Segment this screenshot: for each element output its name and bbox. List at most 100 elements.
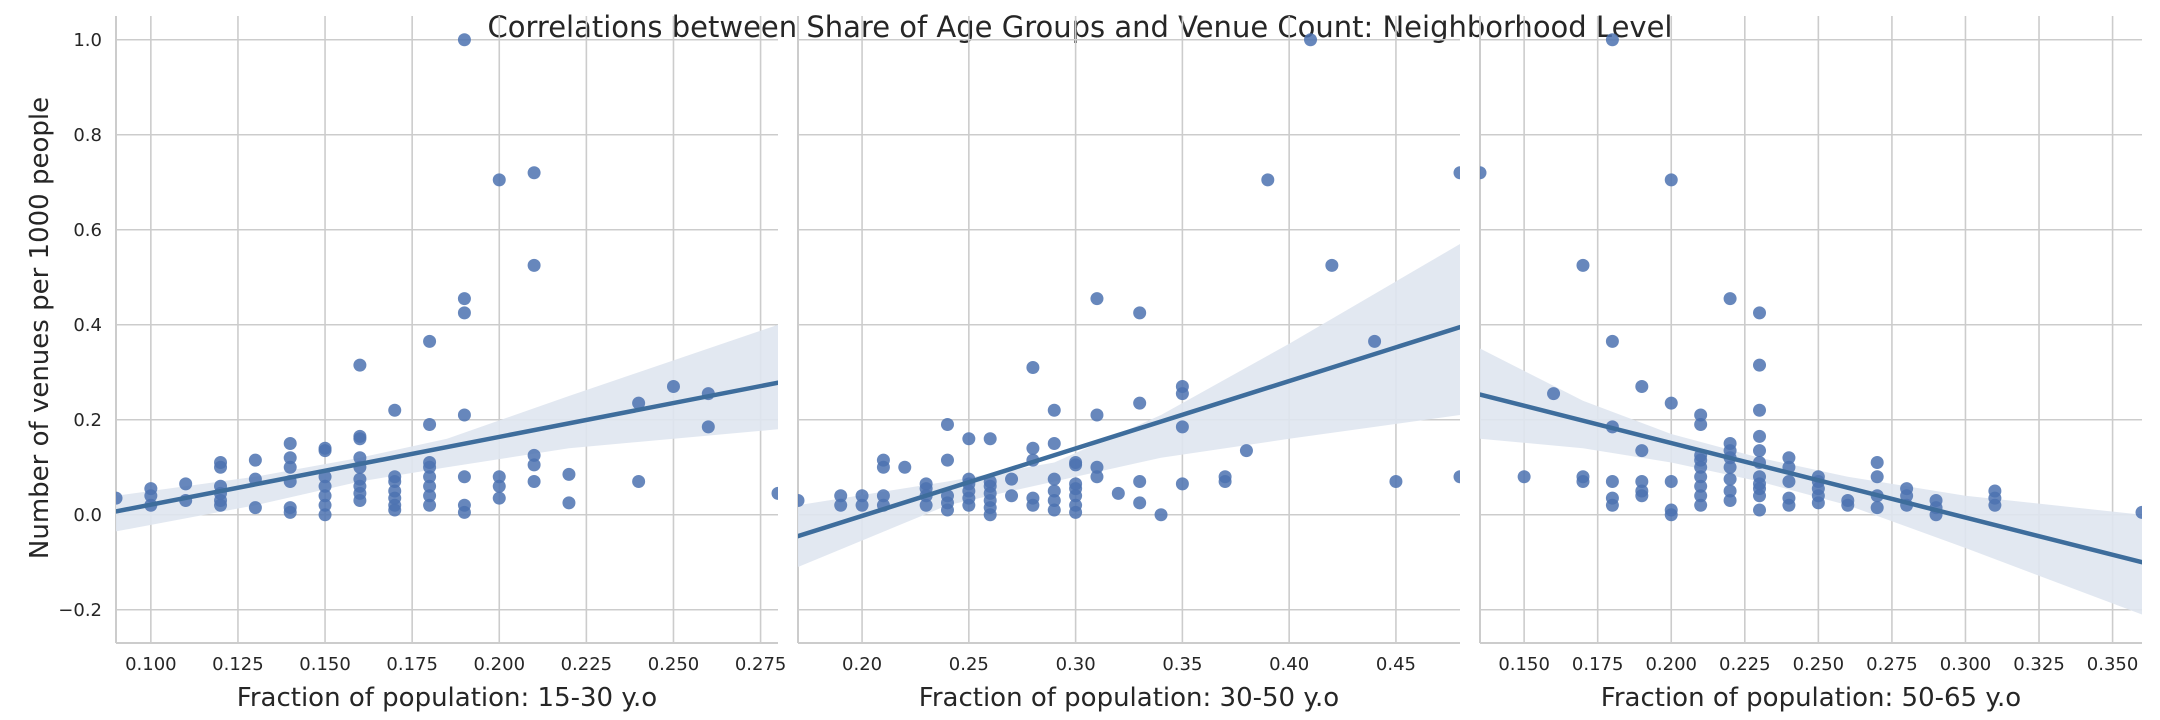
- data-point: [283, 460, 297, 474]
- data-point: [492, 491, 506, 505]
- data-point: [527, 458, 541, 472]
- data-point: [1723, 437, 1737, 450]
- data-point: [527, 448, 541, 462]
- data-point: [1261, 173, 1275, 187]
- data-point: [1133, 396, 1147, 410]
- plot-area: [1480, 33, 2142, 615]
- data-point: [1047, 494, 1061, 507]
- data-point: [457, 33, 471, 47]
- data-point: [1605, 334, 1619, 348]
- data-point: [1605, 33, 1619, 47]
- data-point: [1175, 420, 1189, 434]
- data-point: [1389, 475, 1403, 488]
- data-point: [283, 451, 297, 465]
- regression-line: [116, 380, 778, 514]
- data-point: [527, 475, 541, 488]
- data-point: [1069, 498, 1083, 512]
- regression-line: [798, 324, 1460, 539]
- data-point: [1133, 475, 1147, 488]
- data-point: [492, 173, 506, 187]
- data-point: [1900, 482, 1914, 496]
- data-point: [940, 453, 954, 467]
- data-point: [388, 484, 402, 498]
- data-point: [834, 489, 848, 503]
- data-point: [423, 489, 437, 503]
- data-point: [1694, 498, 1708, 512]
- data-point: [562, 496, 576, 510]
- y-tick-label: 0.8: [73, 125, 102, 146]
- data-point: [1453, 470, 1460, 484]
- data-point: [1133, 306, 1147, 320]
- x-axis-label: Fraction of population: 30-50 y.o: [919, 683, 1339, 713]
- data-point: [1664, 503, 1678, 517]
- panels: 0.100 0.125 0.150 0.175 0.200 0.225 0.250 0.275…: [58, 16, 2142, 713]
- data-point: [1664, 396, 1678, 410]
- data-point: [1635, 380, 1649, 393]
- data-point: [1517, 470, 1531, 484]
- data-point: [1723, 484, 1737, 498]
- data-point: [457, 306, 471, 320]
- data-point: [1047, 472, 1061, 486]
- data-point: [1605, 491, 1619, 505]
- x-tick-label: 0.200: [1645, 654, 1697, 675]
- data-point: [318, 498, 332, 512]
- scatter-panel-3: 0.150 0.175 0.200 0.225 0.250 0.275 0.300 0.325…: [1479, 16, 2142, 713]
- data-point: [1782, 475, 1796, 488]
- data-point: [1870, 470, 1884, 484]
- data-point: [318, 441, 332, 455]
- data-point: [423, 470, 437, 484]
- data-point: [919, 477, 933, 491]
- data-point: [1753, 503, 1767, 517]
- data-point: [492, 470, 506, 484]
- x-tick-label: 0.20: [842, 654, 882, 675]
- y-tick-label: −0.2: [58, 600, 102, 621]
- x-tick-label: 0.175: [386, 654, 438, 675]
- y-tick-label: 1.0: [73, 30, 102, 51]
- x-tick-label: 0.175: [1572, 654, 1624, 675]
- data-point: [919, 498, 933, 512]
- data-point: [1480, 166, 1487, 180]
- data-point: [1782, 451, 1796, 465]
- confidence-band: [798, 244, 1460, 567]
- regression-line: [1480, 392, 2142, 565]
- data-point: [248, 453, 262, 467]
- data-point: [1723, 460, 1737, 474]
- chart-title: Correlations between Share of Age Groups…: [488, 10, 1673, 44]
- x-tick-label: 0.350: [2087, 654, 2139, 675]
- data-point: [423, 479, 437, 493]
- data-point: [1723, 472, 1737, 486]
- data-point: [1090, 470, 1104, 484]
- data-point: [1694, 489, 1708, 503]
- data-point: [666, 380, 680, 393]
- y-tick-label: 0.4: [73, 315, 102, 336]
- data-point: [457, 408, 471, 422]
- data-point: [632, 396, 646, 410]
- data-point: [1870, 501, 1884, 515]
- data-point: [388, 403, 402, 417]
- data-point: [940, 489, 954, 503]
- data-point: [353, 429, 367, 443]
- data-point: [983, 432, 997, 446]
- data-point: [318, 479, 332, 493]
- data-point: [1753, 403, 1767, 417]
- data-point: [1175, 477, 1189, 491]
- x-tick-label: 0.225: [1719, 654, 1771, 675]
- data-point: [2135, 505, 2142, 519]
- data-point: [1635, 444, 1649, 458]
- data-point: [1047, 484, 1061, 498]
- data-point: [353, 451, 367, 465]
- data-point: [353, 358, 367, 372]
- x-tick-label: 0.275: [1866, 654, 1918, 675]
- data-point: [701, 420, 715, 434]
- data-point: [423, 498, 437, 512]
- plot-area: [116, 33, 778, 532]
- x-tick-label: 0.150: [1498, 654, 1550, 675]
- x-tick-label: 0.45: [1376, 654, 1416, 675]
- data-point: [1047, 403, 1061, 417]
- data-point: [1133, 496, 1147, 510]
- data-point: [1664, 475, 1678, 488]
- data-point: [283, 501, 297, 515]
- data-point: [248, 501, 262, 515]
- data-point: [1026, 361, 1040, 374]
